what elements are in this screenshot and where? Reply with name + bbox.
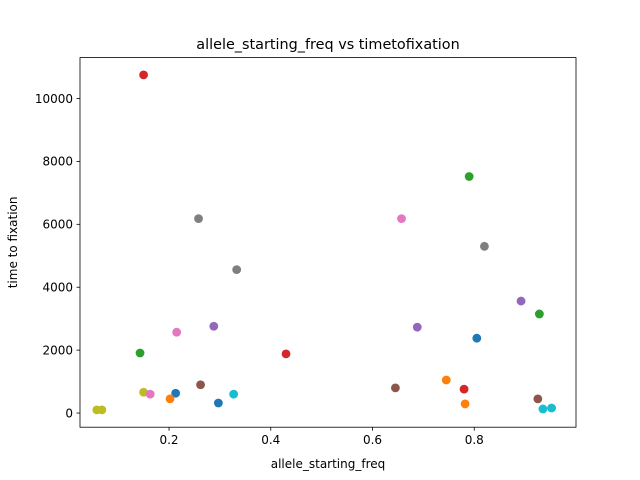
data-point: [209, 321, 219, 331]
data-point: [459, 384, 469, 394]
y-tick-label: 0: [65, 406, 73, 420]
data-point: [281, 349, 291, 359]
data-point: [460, 399, 470, 409]
data-point: [229, 389, 239, 399]
data-point: [538, 404, 548, 414]
y-tick-label: 4000: [42, 281, 73, 295]
x-tick-label: 0.8: [465, 433, 484, 447]
data-point: [533, 394, 543, 404]
data-point: [391, 383, 400, 393]
x-tick-label: 0.4: [261, 433, 280, 447]
data-point: [172, 327, 182, 337]
data-point: [135, 348, 145, 358]
data-point: [412, 322, 422, 332]
data-point: [213, 398, 223, 408]
data-point: [139, 387, 148, 397]
data-point: [441, 375, 451, 385]
data-point: [194, 214, 203, 224]
data-point: [464, 172, 474, 181]
data-point: [145, 389, 155, 399]
data-point: [165, 394, 175, 404]
data-point: [516, 296, 526, 306]
x-tick-label: 0.6: [363, 433, 382, 447]
data-point: [171, 388, 181, 398]
data-points: [92, 70, 556, 415]
data-point: [97, 405, 107, 415]
y-tick-label: 2000: [42, 343, 73, 357]
plot-frame: [79, 57, 577, 428]
x-axis: 0.2 0.4 0.6 0.8: [159, 427, 484, 447]
y-tick-label: 8000: [42, 155, 73, 169]
chart-title: allele_starting_freq vs timetofixation: [196, 37, 459, 53]
y-axis: 0 2000 4000 6000 8000 10000: [35, 92, 80, 420]
data-point: [139, 70, 148, 80]
data-point: [397, 214, 406, 224]
data-point: [472, 333, 482, 343]
data-point: [534, 309, 544, 319]
y-axis-label: time to fixation: [6, 197, 20, 289]
data-point: [480, 241, 489, 251]
y-tick-label: 10000: [35, 92, 73, 106]
x-axis-label: allele_starting_freq: [271, 457, 386, 471]
data-point: [232, 265, 242, 275]
data-point: [196, 380, 205, 390]
data-point: [547, 403, 556, 413]
x-tick-label: 0.2: [159, 433, 178, 447]
y-tick-label: 6000: [42, 218, 73, 232]
